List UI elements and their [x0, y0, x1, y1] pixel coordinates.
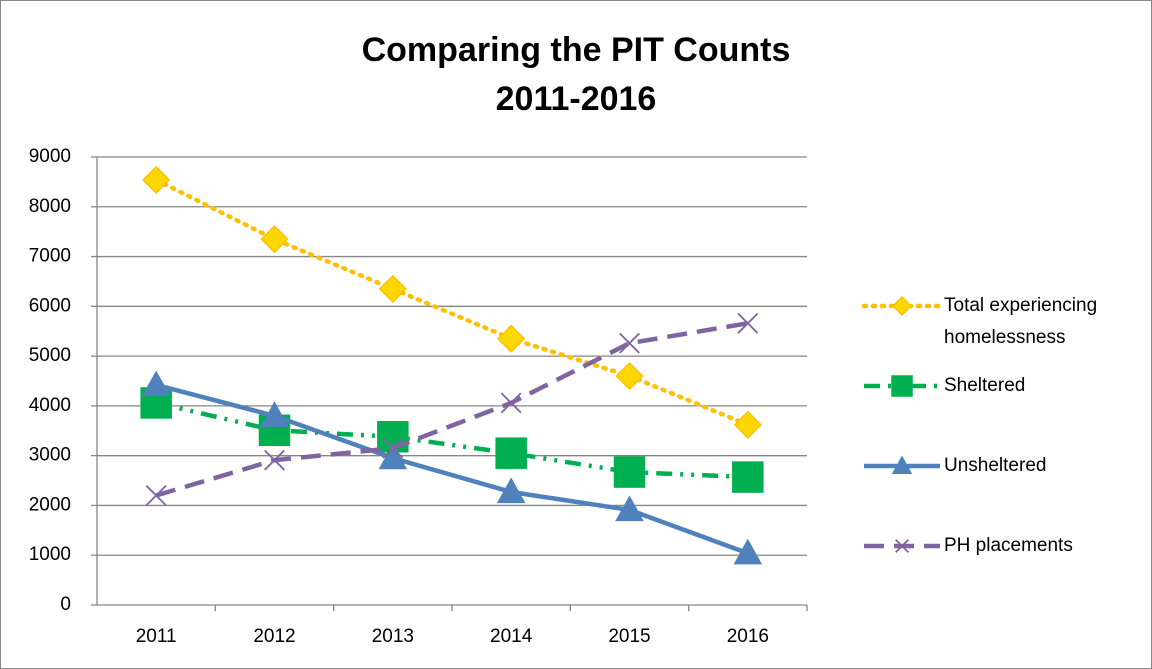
series-line: [153, 177, 751, 428]
triangle-marker: [733, 538, 763, 565]
legend-swatch: [864, 375, 940, 397]
x-tick-label: 2014: [490, 626, 533, 647]
y-tick-label: 0: [60, 594, 71, 615]
diamond-marker: [142, 165, 171, 194]
triangle-marker: [891, 455, 913, 474]
triangle-marker: [615, 495, 644, 522]
y-tick-label: 5000: [29, 345, 71, 366]
diamond-marker: [378, 274, 407, 303]
x-marker: [264, 449, 285, 471]
diamond-marker: [891, 295, 913, 317]
y-tick-label: 8000: [29, 196, 71, 217]
diamond-marker: [733, 410, 762, 439]
diamond-marker: [497, 324, 526, 353]
x-tick-label: 2012: [253, 626, 295, 647]
chart-title: 2011-2016: [496, 80, 657, 118]
legend-swatch: [862, 295, 942, 317]
chart-title: Comparing the PIT Counts: [362, 31, 791, 69]
series-line: [155, 321, 749, 498]
legend-swatch: [864, 539, 940, 553]
legend-swatch: [864, 455, 940, 474]
x-tick-label: 2013: [372, 626, 414, 647]
square-marker: [613, 456, 646, 488]
x-tick-label: 2011: [136, 626, 177, 647]
y-tick-label: 7000: [29, 246, 71, 267]
legend-label: Sheltered: [944, 375, 1026, 396]
legend-label: Unsheltered: [944, 455, 1047, 476]
legend-label: Total experiencing homelessness: [944, 295, 1098, 348]
x-marker: [382, 437, 404, 459]
x-marker: [737, 312, 759, 334]
x-marker: [500, 392, 522, 414]
series-line: [155, 400, 748, 480]
triangle-marker: [496, 477, 526, 504]
x-marker: [145, 485, 167, 506]
y-tick-label: 6000: [29, 295, 71, 316]
diamond-marker: [615, 361, 644, 391]
y-tick-label: 2000: [29, 494, 71, 515]
square-marker: [891, 375, 913, 397]
legend-label: PH placements: [944, 535, 1073, 556]
triangle-marker: [260, 401, 289, 427]
series-line: [155, 382, 749, 556]
y-tick-label: 9000: [29, 146, 71, 167]
x-marker: [619, 332, 640, 354]
y-tick-label: 1000: [29, 544, 71, 565]
square-marker: [732, 461, 764, 493]
y-tick-label: 3000: [29, 445, 71, 466]
x-marker: [895, 539, 909, 553]
square-marker: [495, 437, 527, 469]
y-tick-label: 4000: [29, 395, 71, 416]
triangle-marker: [378, 443, 408, 470]
x-tick-label: 2015: [608, 626, 650, 647]
x-tick-label: 2016: [727, 626, 769, 647]
diamond-marker: [260, 225, 289, 254]
triangle-marker: [141, 370, 171, 397]
